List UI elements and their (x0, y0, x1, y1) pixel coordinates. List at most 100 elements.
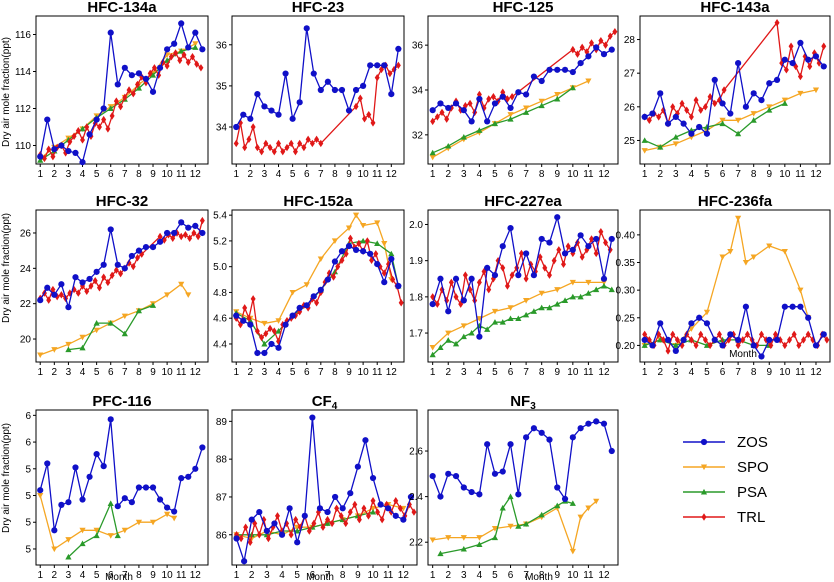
data-point-zos (240, 111, 247, 118)
data-point-trl (130, 89, 136, 98)
series-spo (233, 212, 395, 327)
data-point-zos (51, 291, 58, 298)
x-tick-label: 1 (37, 169, 43, 180)
data-point-psa (491, 534, 499, 541)
x-tick-label: 10 (358, 169, 370, 180)
data-point-spo (121, 313, 128, 320)
data-point-zos (758, 353, 765, 360)
series-trl (642, 19, 827, 128)
data-point-psa (476, 541, 483, 547)
data-point-zos (135, 247, 143, 254)
data-point-trl (190, 52, 195, 61)
x-tick-label: 4 (477, 367, 483, 378)
data-point-trl (598, 227, 604, 236)
data-point-zos (703, 130, 711, 137)
x-tick-label: 12 (598, 570, 610, 581)
series-line-psa (440, 495, 573, 555)
data-point-trl (178, 232, 184, 241)
data-point-psa (766, 107, 773, 113)
data-point-spo (185, 292, 192, 298)
data-point-zos (577, 425, 584, 432)
data-point-trl (271, 147, 277, 156)
data-point-psa (719, 120, 726, 127)
data-point-trl (821, 42, 827, 50)
data-point-zos (286, 505, 293, 512)
series-line-psa (432, 87, 574, 154)
x-tick-label: 8 (332, 169, 338, 180)
data-point-zos (507, 224, 514, 232)
data-point-psa (79, 344, 86, 351)
data-point-psa (523, 311, 530, 318)
x-tick-label: 1 (233, 367, 239, 378)
y-tick-label: 1.9 (409, 256, 423, 267)
data-point-zos (268, 340, 275, 348)
data-point-spo (381, 241, 388, 247)
data-point-zos (750, 342, 757, 349)
data-point-zos (185, 224, 192, 231)
x-tick-label: 3 (461, 169, 467, 180)
data-point-trl (679, 341, 685, 350)
y-tick-label: 26 (20, 228, 32, 239)
data-point-trl (660, 336, 666, 344)
data-point-psa (507, 493, 514, 500)
data-point-psa (554, 95, 561, 102)
y-tick-label: 0.30 (616, 286, 636, 297)
data-point-trl (712, 99, 718, 108)
data-point-trl (589, 39, 595, 47)
x-tick-label: 4 (689, 367, 695, 378)
y-tick-label: 0.40 (616, 230, 636, 241)
data-point-trl (679, 99, 685, 108)
data-point-trl (84, 123, 90, 131)
data-point-zos (261, 103, 268, 110)
data-point-zos (128, 252, 135, 260)
legend-marker-psa (700, 488, 708, 495)
data-point-trl (411, 508, 417, 516)
data-point-psa (79, 125, 86, 132)
data-point-zos (352, 86, 360, 94)
data-point-trl (314, 135, 320, 144)
data-point-trl (532, 267, 538, 276)
data-point-trl (702, 336, 708, 344)
data-point-zos (100, 463, 107, 470)
data-point-zos (507, 104, 514, 112)
data-point-zos (499, 468, 506, 475)
data-point-zos (608, 235, 615, 243)
data-point-zos (388, 91, 395, 98)
data-point-spo (352, 212, 360, 219)
data-point-zos (332, 493, 339, 501)
data-point-trl (288, 531, 294, 539)
data-point-zos (381, 62, 388, 69)
x-tick-label: 9 (150, 169, 156, 180)
y-tick-label: 25 (624, 136, 636, 147)
data-point-zos (649, 342, 656, 349)
data-point-trl (593, 249, 599, 258)
data-point-zos (507, 441, 514, 448)
x-tick-label: 12 (386, 367, 398, 378)
data-point-psa (515, 315, 522, 322)
data-point-zos (476, 491, 483, 498)
data-point-trl (357, 94, 363, 102)
data-point-trl (656, 330, 662, 339)
data-point-psa (561, 297, 569, 303)
x-tick-label: 10 (567, 367, 579, 378)
data-point-psa (388, 250, 395, 257)
data-point-zos (388, 255, 395, 263)
data-point-spo (192, 41, 199, 47)
data-point-zos (282, 321, 289, 328)
data-point-psa (460, 133, 467, 140)
data-point-zos (805, 314, 812, 321)
data-point-zos (58, 142, 65, 149)
data-point-psa (247, 317, 254, 324)
data-point-zos (812, 53, 820, 60)
data-point-trl (386, 260, 391, 268)
data-point-zos (773, 76, 781, 84)
legend-item-psa: PSA (683, 484, 767, 501)
data-point-spo (429, 154, 436, 161)
data-point-trl (254, 327, 260, 335)
data-point-zos (192, 465, 199, 472)
data-point-trl (740, 336, 746, 344)
x-tick-label: 7 (122, 570, 128, 581)
data-point-trl (280, 147, 286, 156)
data-point-zos (352, 246, 360, 254)
